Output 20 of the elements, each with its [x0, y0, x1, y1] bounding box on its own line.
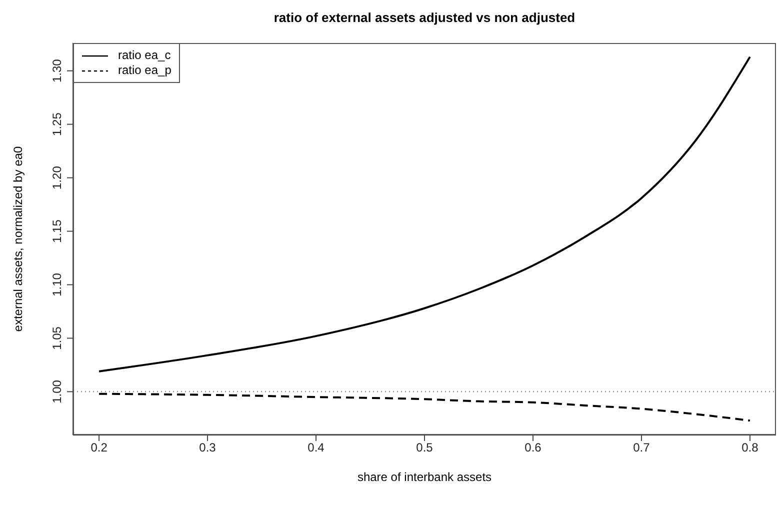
x-axis-title: share of interbank assets: [356, 470, 493, 484]
legend-label: ratio ea_p: [118, 63, 172, 78]
y-tick-label: 1.20: [50, 166, 64, 190]
chart-title: ratio of external assets adjusted vs non adjusted: [272, 10, 576, 25]
y-tick-label: 1.10: [50, 272, 64, 296]
x-tick-label: 0.5: [416, 440, 434, 455]
x-tick-label: 0.4: [308, 440, 325, 455]
line-series: [98, 392, 751, 422]
x-tick-label: 0.2: [90, 440, 108, 455]
y-tick-label: 1.00: [50, 380, 64, 404]
y-axis-title: external assets, normalized by ea0: [11, 146, 25, 332]
y-tick-label: 1.25: [50, 112, 64, 136]
y-tick-label: 1.15: [50, 219, 64, 243]
x-tick-label: 0.3: [199, 440, 216, 455]
y-tick-label: 1.05: [50, 326, 64, 350]
legend-label: ratio ea_c: [118, 48, 171, 63]
y-tick-label: 1.30: [50, 58, 64, 82]
x-tick-label: 0.6: [524, 440, 542, 455]
x-tick-label: 0.8: [742, 440, 759, 455]
x-tick-label: 0.7: [633, 440, 650, 455]
